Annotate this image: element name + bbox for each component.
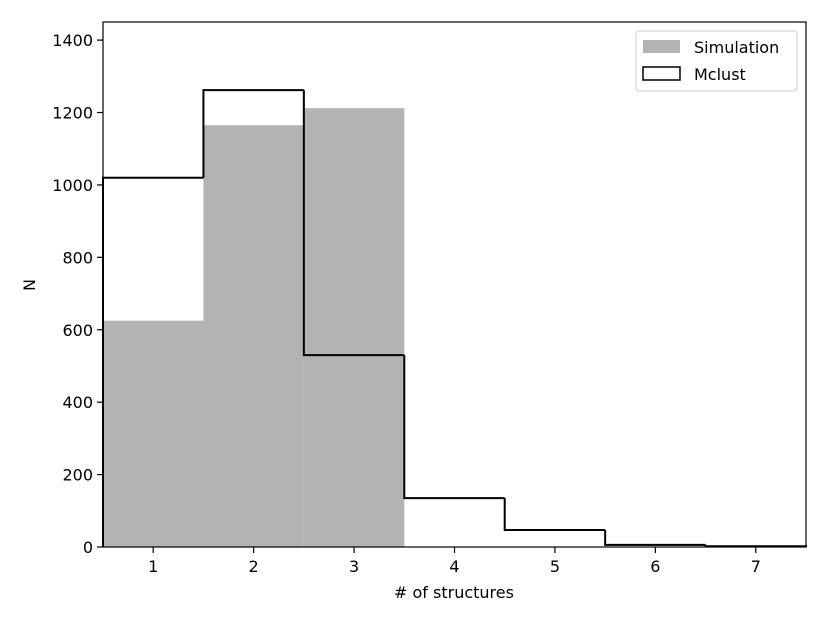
x-tick-label: 4 — [449, 557, 459, 576]
y-tick-label: 1400 — [52, 31, 93, 50]
simulation-bar-3 — [303, 108, 405, 547]
y-tick-label: 600 — [62, 321, 93, 340]
y-tick-label: 800 — [62, 248, 93, 267]
y-tick-label: 0 — [83, 538, 93, 557]
x-axis-label: # of structures — [394, 583, 514, 602]
y-axis-label: N — [20, 279, 39, 291]
x-tick-label: 2 — [249, 557, 259, 576]
x-axis: 1 2 3 4 5 6 7 — [148, 547, 761, 576]
legend-swatch-simulation — [643, 40, 680, 53]
mclust-step-4 — [403, 355, 505, 500]
simulation-bar-1 — [103, 320, 204, 547]
y-axis: 0 200 400 600 800 1000 1200 1400 — [52, 31, 103, 557]
y-tick-label: 400 — [62, 393, 93, 412]
legend-swatch-mclust — [642, 66, 681, 81]
y-tick-label: 1000 — [52, 176, 93, 195]
x-tick-label: 1 — [148, 557, 158, 576]
x-tick-label: 5 — [550, 557, 560, 576]
mclust-step-3 — [302, 90, 405, 357]
x-tick-label: 3 — [349, 557, 359, 576]
mclust-step-5 — [503, 498, 606, 531]
plot-area — [102, 89, 807, 548]
simulation-bar-2 — [203, 125, 304, 548]
mclust-step-6 — [604, 529, 706, 546]
x-tick-label: 7 — [751, 557, 761, 576]
y-tick-label: 1200 — [52, 104, 93, 123]
legend-label-mclust: Mclust — [694, 65, 746, 84]
mclust-step-2 — [202, 89, 304, 178]
legend-label-simulation: Simulation — [694, 38, 779, 57]
x-tick-label: 6 — [650, 557, 660, 576]
legend: Simulation Mclust — [635, 30, 798, 92]
y-tick-label: 200 — [62, 466, 93, 485]
